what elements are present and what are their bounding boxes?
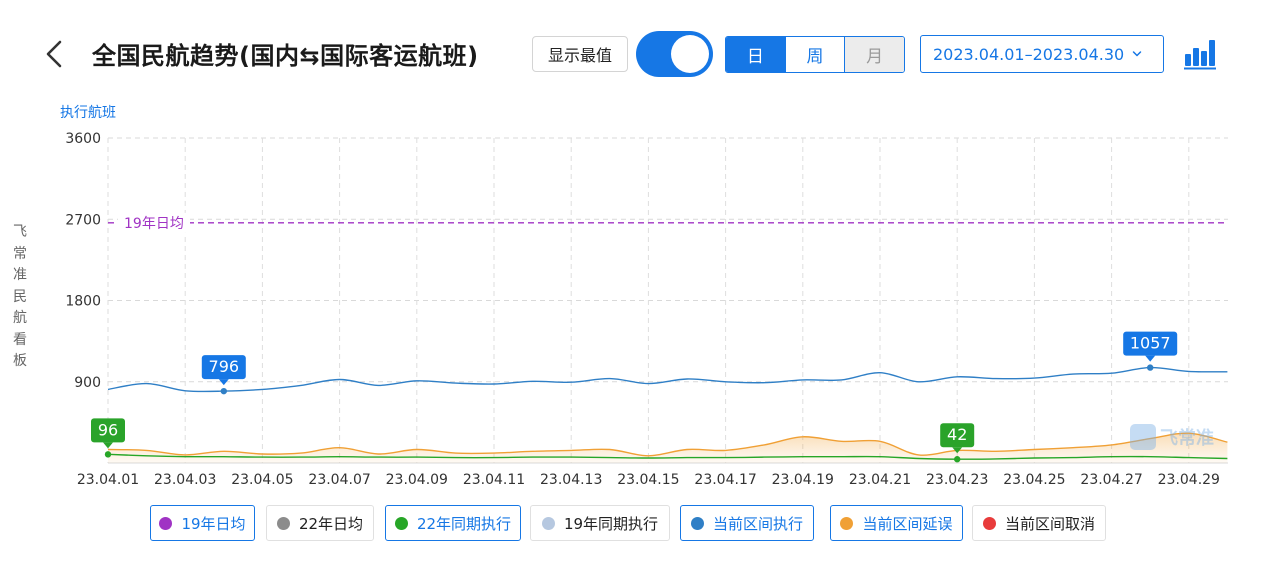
svg-text:飞常准: 飞常准 xyxy=(1160,427,1214,449)
annotation-pointer xyxy=(218,379,229,386)
side-label: 飞常准民航看板 xyxy=(13,224,27,369)
legend-dot xyxy=(541,516,555,530)
x-tick-label: 23.04.17 xyxy=(694,472,756,488)
page-title: 全国民航趋势(国内⇆国际客运航班) xyxy=(92,42,479,70)
period-tabs: 日 周 月 xyxy=(725,36,905,73)
legend-item[interactable]: 当前区间执行 xyxy=(680,505,814,541)
legend-label: 19年日均 xyxy=(181,514,246,533)
annotation-point xyxy=(1147,364,1154,371)
legend-label: 当前区间取消 xyxy=(1004,514,1095,533)
legend-label: 22年同期执行 xyxy=(416,514,512,533)
back-button[interactable] xyxy=(36,34,72,74)
legend-item[interactable]: 当前区间取消 xyxy=(972,505,1106,541)
legend-dot xyxy=(394,516,408,530)
reference-label-bg xyxy=(118,212,190,233)
chevron-down-icon xyxy=(1132,51,1142,57)
x-tick-label: 23.04.25 xyxy=(1003,472,1065,488)
legend-label: 当前区间延误 xyxy=(862,514,953,533)
y-tick-label: 2700 xyxy=(65,212,101,228)
annotation-pointer xyxy=(1145,355,1156,362)
chevron-left-icon xyxy=(46,40,62,68)
date-range-select[interactable]: 2023.04.01–2023.04.30 xyxy=(920,35,1164,73)
x-tick-label: 23.04.11 xyxy=(463,472,525,488)
x-tick-label: 23.04.27 xyxy=(1080,472,1142,488)
x-tick-label: 23.04.07 xyxy=(308,472,370,488)
legend-label: 当前区间执行 xyxy=(712,514,803,533)
annotation-point xyxy=(104,451,112,458)
show-max-button[interactable]: 显示最值 xyxy=(532,36,628,72)
series-current-delay-area xyxy=(108,433,1228,463)
trend-chart: 3600 2700 1800 900 23.04.01 23.04.03 23.04.05 2… xyxy=(65,131,1228,488)
series-current-exec-line xyxy=(107,366,1228,393)
annotation-label: 1057 xyxy=(1130,334,1171,353)
legend-item[interactable]: 19年同期执行 xyxy=(530,505,670,541)
legend-label: 19年同期执行 xyxy=(563,514,659,533)
x-tick-label: 23.04.15 xyxy=(617,472,679,488)
legend-dot xyxy=(982,516,996,530)
series-22-same-line xyxy=(107,453,1228,460)
annotation-label: 96 xyxy=(98,420,118,439)
legend-item[interactable]: 19年日均 xyxy=(150,505,255,541)
annotation-point xyxy=(220,387,227,395)
legend-dot xyxy=(276,516,290,530)
x-tick-label: 23.04.19 xyxy=(772,472,834,488)
y-tick-label: 1800 xyxy=(65,294,101,310)
annotation-point xyxy=(954,456,961,463)
annotation-pointer xyxy=(103,442,113,449)
x-tick-label: 23.04.13 xyxy=(540,472,602,488)
tab-week[interactable]: 周 xyxy=(785,37,846,72)
x-tick-label: 23.04.21 xyxy=(849,472,911,488)
y-axis-title: 执行航班 xyxy=(60,105,116,121)
legend-label: 22年日均 xyxy=(298,514,364,533)
legend-dot xyxy=(159,516,173,530)
reference-line-label: 19年日均 xyxy=(124,216,184,232)
x-tick-label: 23.04.09 xyxy=(386,472,448,488)
legend-item[interactable]: 当前区间延误 xyxy=(830,505,963,541)
legend-dot xyxy=(690,516,704,530)
x-tick-label: 23.04.03 xyxy=(154,472,216,488)
tab-month[interactable]: 月 xyxy=(845,37,904,72)
y-tick-label: 900 xyxy=(74,375,101,391)
y-tick-label: 3600 xyxy=(65,131,101,147)
toggle-knob xyxy=(671,35,709,73)
legend-item[interactable]: 22年同期执行 xyxy=(385,505,521,541)
date-range-value: 2023.04.01–2023.04.30 xyxy=(933,44,1125,64)
annotation-label: 796 xyxy=(209,357,240,376)
annotation-label: 42 xyxy=(947,425,967,444)
annotation-badge xyxy=(1123,331,1178,356)
legend-item[interactable]: 22年日均 xyxy=(266,505,374,541)
annotation-badge xyxy=(940,423,975,448)
series-current-delay-line xyxy=(107,432,1228,457)
x-tick-label: 23.04.05 xyxy=(231,472,293,488)
annotation-badge xyxy=(201,355,246,380)
x-tick-label: 23.04.29 xyxy=(1158,472,1220,488)
tab-day[interactable]: 日 xyxy=(726,37,786,72)
header: 全国民航趋势(国内⇆国际客运航班) 显示最值 日 周 月 2023.04.01–… xyxy=(0,0,1269,100)
show-max-toggle[interactable] xyxy=(636,31,713,77)
annotation-badge xyxy=(91,418,125,443)
x-tick-label: 23.04.01 xyxy=(77,472,139,488)
legend-dot xyxy=(840,516,854,530)
chart-type-button[interactable] xyxy=(1183,38,1217,70)
watermark: 飞常准 xyxy=(1130,424,1214,450)
x-tick-label: 23.04.23 xyxy=(926,472,988,488)
annotation-pointer xyxy=(952,447,963,454)
bar-chart-icon xyxy=(1184,40,1216,70)
